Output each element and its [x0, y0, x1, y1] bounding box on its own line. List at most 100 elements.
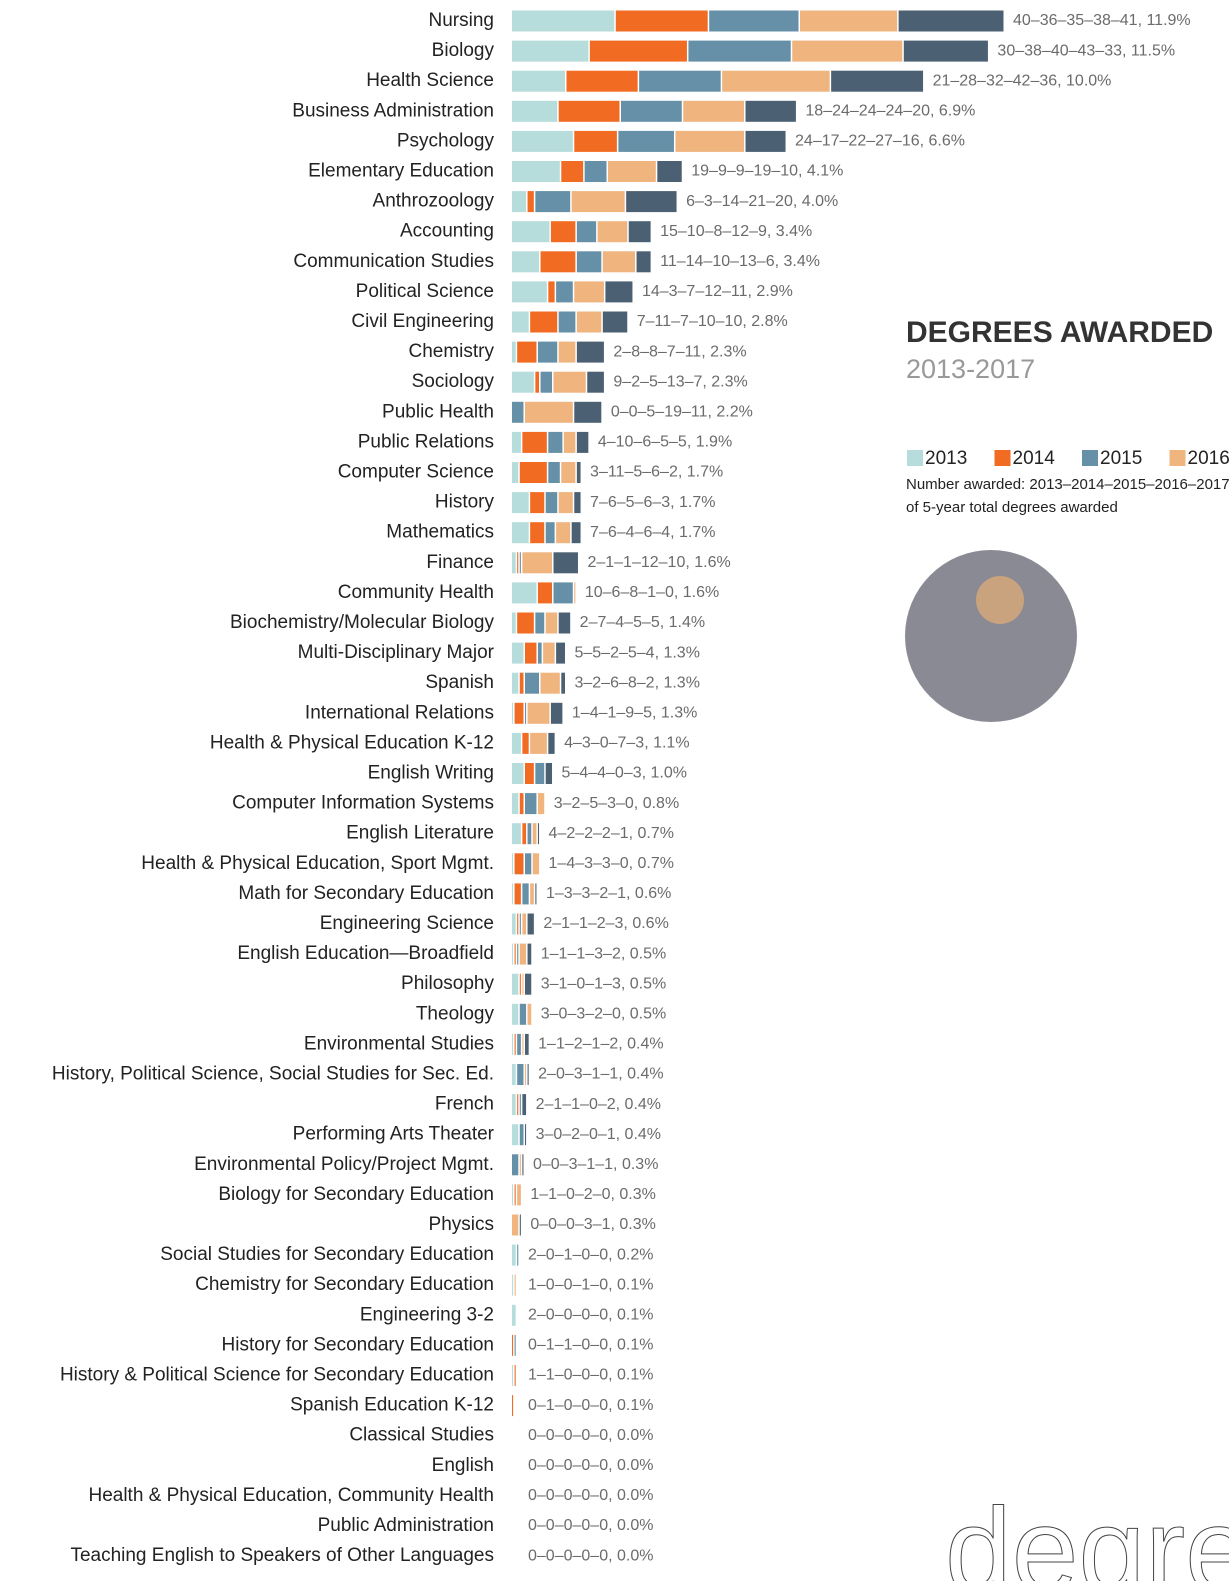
bar-segment: [512, 612, 516, 634]
bar-segment: [512, 161, 560, 182]
bar-segment: [792, 40, 903, 62]
category-label: History & Political Science for Secondar…: [60, 1365, 494, 1386]
bar-segment: [628, 221, 651, 243]
category-label: Mathematics: [386, 522, 494, 543]
bar-segment: [517, 943, 519, 965]
bar-segment: [602, 251, 636, 273]
bar-segment: [517, 1094, 519, 1116]
category-label: Philosophy: [401, 973, 494, 994]
bar-segment: [514, 1365, 516, 1386]
bar-segment: [524, 1064, 527, 1085]
value-label: 19–9–9–19–10, 4.1%: [691, 163, 843, 180]
bar-segment: [537, 823, 540, 845]
bar-segment: [561, 462, 576, 483]
legend-swatch: [907, 450, 923, 466]
bar-segment: [553, 582, 573, 604]
bar-segment: [550, 221, 576, 243]
category-label: Public Administration: [318, 1515, 494, 1536]
bar-segment: [514, 1033, 516, 1055]
bar-segment: [574, 130, 617, 152]
bar-segment: [626, 191, 677, 213]
bar-segment: [558, 341, 576, 363]
bar-segment: [558, 492, 573, 514]
category-label: Multi-Disciplinary Major: [298, 642, 495, 663]
bar-segment: [512, 431, 521, 453]
bar-segment: [530, 883, 534, 905]
value-label: 1–1–0–2–0, 0.3%: [530, 1186, 655, 1203]
value-label: 18–24–24–24–20, 6.9%: [805, 103, 975, 120]
bar-segment: [657, 161, 682, 182]
bar-segment: [535, 883, 537, 905]
bar-segment: [556, 642, 565, 664]
bar-segment: [512, 732, 521, 754]
bar-segment: [519, 1124, 524, 1146]
bar-segment: [556, 281, 573, 303]
bar-segment: [527, 913, 534, 935]
bar-segment: [537, 793, 545, 815]
category-label: French: [435, 1094, 494, 1115]
bar-segment: [519, 943, 527, 965]
bar-segment: [514, 702, 524, 724]
bar-segment: [576, 221, 597, 243]
category-label: Public Health: [382, 401, 494, 422]
bar-segment: [831, 70, 924, 92]
bar-segment: [535, 612, 545, 634]
bar-segment: [597, 221, 628, 243]
bar-segment: [512, 1214, 519, 1236]
value-label: 21–28–32–42–36, 10.0%: [933, 72, 1112, 89]
bar-segment: [563, 431, 576, 453]
category-label: Psychology: [397, 130, 495, 151]
category-label: Classical Studies: [349, 1425, 494, 1446]
bar-segment: [512, 462, 519, 483]
value-label: 2–0–3–1–1, 0.4%: [538, 1066, 663, 1083]
bar-segment: [512, 672, 519, 694]
bar-segment: [548, 462, 560, 483]
bar-segment: [512, 1244, 516, 1266]
legend-swatch: [994, 450, 1011, 466]
category-label: International Relations: [305, 702, 494, 723]
bar-segment: [639, 70, 721, 92]
legend-label: 2015: [1100, 448, 1142, 469]
bar-segment: [527, 702, 550, 724]
bar-segment: [512, 130, 573, 152]
bar-segment: [512, 1124, 519, 1146]
value-label: 3–1–0–1–3, 0.5%: [541, 975, 666, 992]
bar-segment: [514, 883, 521, 905]
value-label: 7–6–4–6–4, 1.7%: [590, 524, 715, 541]
value-label: 11–14–10–13–6, 3.4%: [660, 253, 820, 270]
category-label: Biology: [432, 40, 495, 61]
bar-segment: [517, 1033, 521, 1055]
photo-detail: [976, 576, 1024, 624]
value-label: 0–0–0–3–1, 0.3%: [530, 1216, 655, 1233]
bar-segment: [636, 251, 651, 273]
bar-segment: [512, 221, 550, 243]
category-label: Performing Arts Theater: [293, 1124, 495, 1145]
bar-segment: [517, 612, 534, 634]
category-label: Health & Physical Education, Sport Mgmt.: [141, 853, 494, 874]
bar-segment: [602, 311, 628, 333]
bar-segment: [514, 1184, 516, 1206]
bar-segment: [903, 40, 988, 62]
bar-segment: [537, 642, 542, 664]
category-label: Communication Studies: [293, 251, 494, 272]
bar-segment: [512, 311, 529, 333]
bar-segment: [574, 281, 604, 303]
bar-segment: [535, 763, 545, 784]
bar-segment: [576, 251, 602, 273]
bar-segment: [558, 100, 620, 122]
bar-segment: [722, 70, 830, 92]
bar-segment: [530, 492, 545, 514]
bar-segment: [519, 973, 521, 995]
category-label: English Writing: [368, 763, 494, 784]
bar-segment: [535, 371, 540, 393]
note: of 5-year total degrees awarded: [906, 499, 1118, 516]
category-label: Engineering 3-2: [360, 1304, 494, 1325]
category-label: Computer Information Systems: [232, 793, 494, 814]
bar-segment: [512, 251, 540, 273]
value-label: 30–38–40–43–33, 11.5%: [997, 42, 1175, 59]
bar-segment: [519, 462, 547, 483]
value-label: 3–2–5–3–0, 0.8%: [554, 795, 679, 812]
bar-segment: [519, 672, 524, 694]
value-label: 2–1–1–12–10, 1.6%: [587, 554, 730, 571]
bar-segment: [524, 401, 573, 423]
